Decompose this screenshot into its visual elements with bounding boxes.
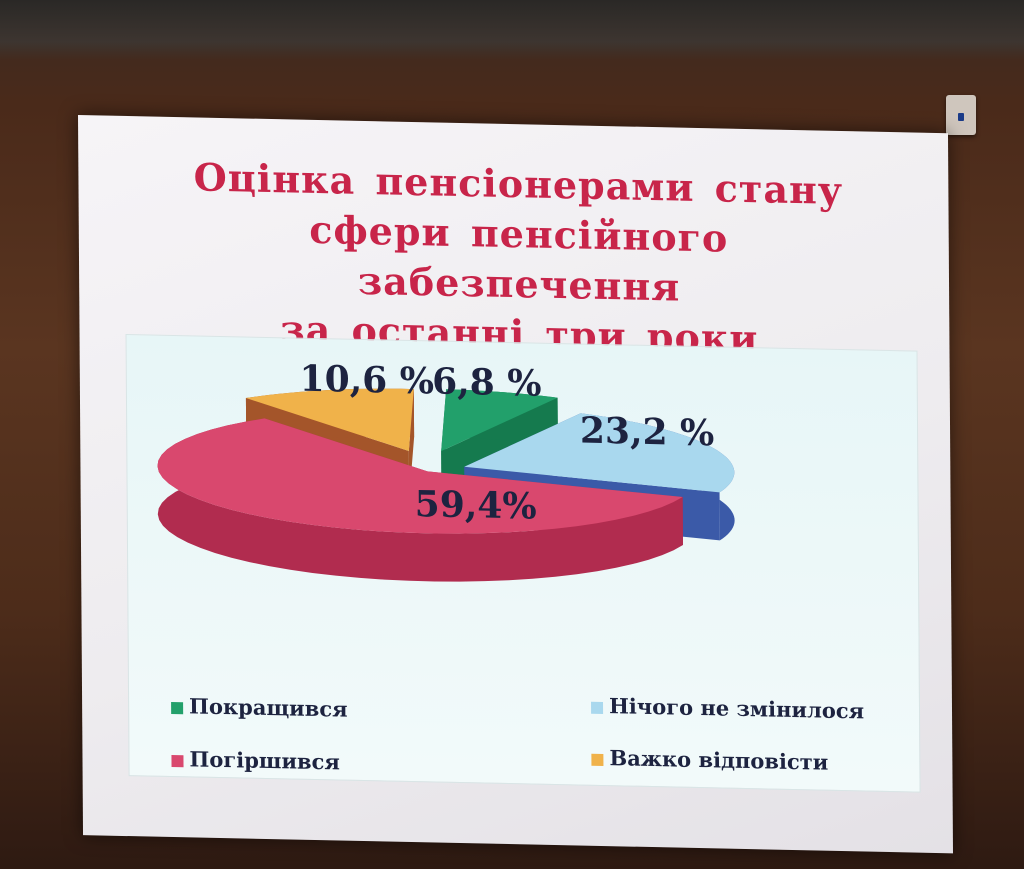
- pie-slice-top-worsened: [157, 418, 683, 534]
- legend-label-worsened: Погіршився: [189, 746, 340, 775]
- data-label-improved: 6,8 %: [432, 360, 542, 404]
- wall-switch-icon: [946, 95, 976, 135]
- pie-slice-worsened: [157, 418, 683, 582]
- legend-swatch-no-change: [591, 701, 604, 714]
- pie-slice-top-no-change: [464, 413, 735, 493]
- ceiling: [0, 0, 1024, 60]
- data-label-no-change: 23,2 %: [580, 410, 715, 455]
- legend-swatch-worsened: [171, 754, 184, 767]
- plot-area: 6,8 % 23,2 % 59,4% 10,6 % Покращився Нічого…: [125, 334, 921, 793]
- legend-item-improved: Покращився: [171, 693, 348, 722]
- legend-label-no-change: Нічого не змінилося: [608, 693, 865, 724]
- pie-chart: 6,8 % 23,2 % 59,4% 10,6 %: [157, 358, 735, 582]
- data-label-hard-to-say: 10,6 %: [299, 358, 434, 403]
- pie-slice-top-improved: [441, 389, 558, 452]
- legend-item-hard-to-say: Важко відповісти: [591, 745, 828, 775]
- pie-slice-top-hard-to-say: [245, 388, 414, 451]
- pie-slice-outer-wall-worsened: [157, 418, 683, 582]
- data-label-worsened: 59,4%: [415, 483, 537, 528]
- chart-title: Оцінка пенсіонерами стану сфери пенсійно…: [138, 151, 899, 367]
- legend-label-hard-to-say: Важко відповісти: [609, 745, 829, 775]
- legend-item-worsened: Погіршився: [171, 746, 340, 775]
- legend-label-improved: Покращився: [189, 693, 348, 722]
- projection-screen: Оцінка пенсіонерами стану сфери пенсійно…: [78, 115, 954, 854]
- legend-swatch-hard-to-say: [591, 753, 604, 766]
- chart-title-line-2: сфери пенсійного забезпечення: [309, 206, 729, 310]
- legend-swatch-improved: [171, 701, 184, 714]
